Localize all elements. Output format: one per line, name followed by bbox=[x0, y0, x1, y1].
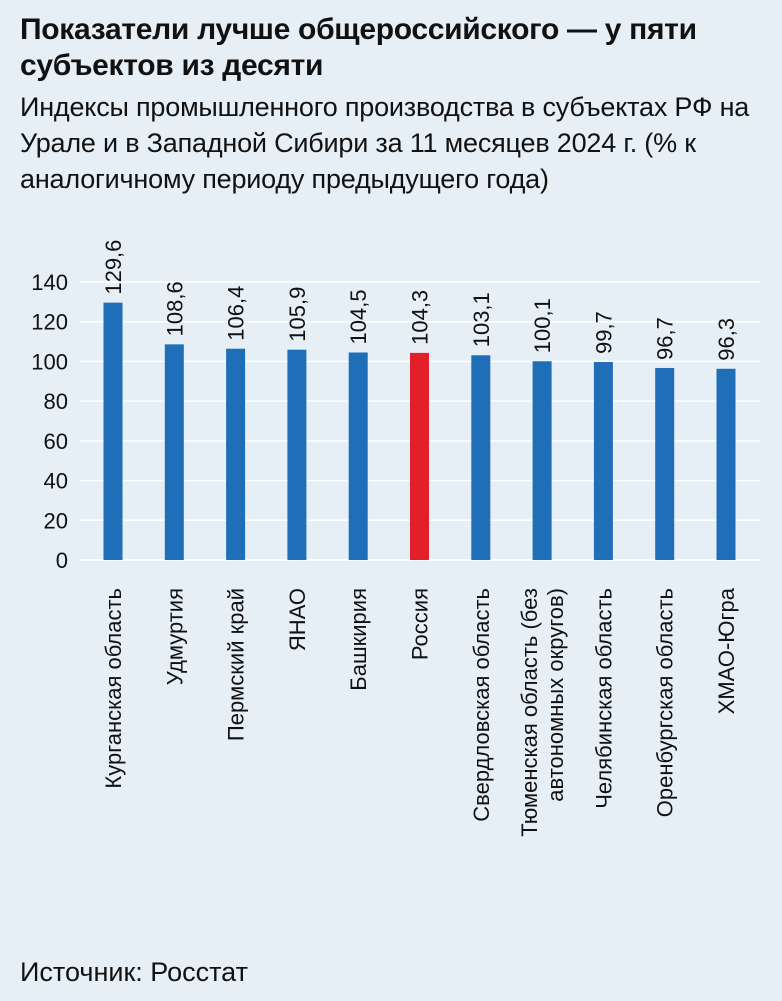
bar bbox=[716, 368, 736, 560]
value-label: 96,7 bbox=[653, 317, 678, 360]
category-label: Свердловская область bbox=[469, 588, 494, 822]
value-label: 99,7 bbox=[591, 311, 616, 354]
source-note: Источник: Росстат bbox=[20, 957, 248, 987]
category-label-line: Пермский край bbox=[224, 588, 249, 741]
category-label-line: Тюменская область (без bbox=[517, 588, 542, 837]
category-label: ЯНАО bbox=[285, 588, 310, 651]
chart-title: Показатели лучше общероссийского — у пят… bbox=[20, 13, 697, 82]
value-label: 105,9 bbox=[285, 287, 310, 342]
bar bbox=[287, 349, 307, 560]
category-label: Башкирия bbox=[346, 588, 371, 691]
category-label: ХМАО-Югра bbox=[714, 587, 739, 714]
bar bbox=[655, 367, 675, 560]
value-label: 103,1 bbox=[469, 292, 494, 347]
value-label: 108,6 bbox=[162, 281, 187, 336]
chart-subtitle: Индексы промышленного производства в суб… bbox=[20, 92, 750, 194]
value-label: 106,4 bbox=[224, 286, 249, 341]
category-label: Тюменская область (безавтономных округов… bbox=[517, 588, 568, 837]
bar bbox=[164, 344, 184, 560]
y-tick-label: 20 bbox=[44, 508, 68, 533]
category-label: Россия bbox=[408, 588, 433, 660]
bar bbox=[410, 352, 429, 560]
category-label: Курганская область bbox=[101, 588, 126, 789]
category-label-line: Удмуртия bbox=[162, 588, 187, 685]
category-label-line: Россия bbox=[408, 588, 433, 660]
bar bbox=[593, 362, 613, 560]
value-label: 104,3 bbox=[408, 290, 433, 345]
y-tick-label: 140 bbox=[31, 270, 68, 295]
bar-chart: 0 20 40 60 80 100 120 140 129,6 Курганская област… bbox=[31, 240, 760, 837]
value-label: 129,6 bbox=[101, 240, 126, 295]
category-label: Оренбургская область bbox=[653, 588, 678, 817]
category-label: Пермский край bbox=[224, 588, 249, 741]
value-label: 100,1 bbox=[530, 298, 555, 353]
bar bbox=[348, 352, 368, 560]
y-tick-label: 100 bbox=[31, 349, 68, 374]
category-label-line: Башкирия bbox=[346, 588, 371, 691]
category-label: Удмуртия bbox=[162, 588, 187, 685]
y-tick-label: 80 bbox=[44, 389, 68, 414]
bar bbox=[532, 361, 552, 560]
category-label-line: Курганская область bbox=[101, 588, 126, 789]
bar bbox=[471, 355, 491, 560]
y-tick-label: 0 bbox=[56, 548, 68, 573]
y-tick-label: 40 bbox=[44, 469, 68, 494]
category-label-line: автономных округов) bbox=[543, 588, 568, 802]
y-tick-label: 60 bbox=[44, 429, 68, 454]
bar bbox=[103, 302, 123, 560]
category-label-line: ХМАО-Югра bbox=[714, 587, 739, 714]
bar bbox=[226, 348, 246, 560]
category-label-line: Оренбургская область bbox=[653, 588, 678, 817]
y-tick-label: 120 bbox=[31, 310, 68, 335]
value-label: 96,3 bbox=[714, 318, 739, 361]
category-label-line: ЯНАО bbox=[285, 588, 310, 651]
category-label-line: Челябинская область bbox=[591, 588, 616, 809]
value-label: 104,5 bbox=[346, 289, 371, 344]
category-label: Челябинская область bbox=[591, 588, 616, 809]
category-label-line: Свердловская область bbox=[469, 588, 494, 822]
